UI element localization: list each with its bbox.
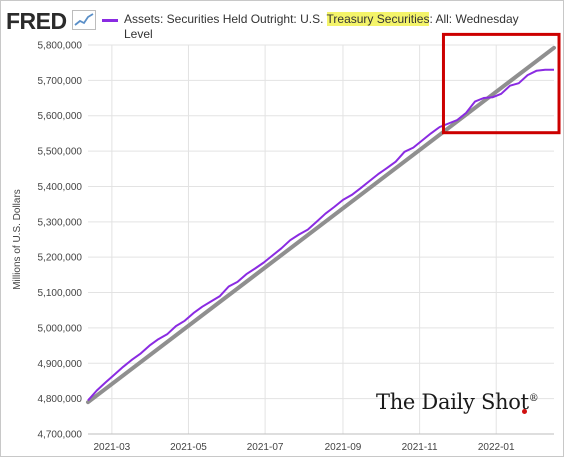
y-tick-label: 5,700,000 xyxy=(38,76,83,87)
x-tick-label: 2021-07 xyxy=(247,442,284,453)
y-tick-label: 5,200,000 xyxy=(38,253,83,264)
x-tick-label: 2021-11 xyxy=(402,442,438,453)
watermark-dot xyxy=(522,409,527,414)
x-tick-labels: 2021-03 2021-05 2021-07 2021-09 2021-11 2022-… xyxy=(94,442,515,453)
watermark: The Daily Shot® xyxy=(376,390,539,414)
fred-logo[interactable]: FRED xyxy=(6,8,67,34)
watermark-text: The Daily Shot xyxy=(376,390,529,414)
x-tick-label: 2021-05 xyxy=(170,442,207,453)
y-tick-label: 4,900,000 xyxy=(38,359,83,370)
y-tick-label: 4,700,000 xyxy=(38,430,83,441)
fred-spark-icon xyxy=(72,10,96,30)
legend-highlight: Treasury Securities xyxy=(326,12,430,26)
series-line xyxy=(87,68,554,402)
y-tick-label: 5,600,000 xyxy=(38,111,83,122)
grid-lines xyxy=(88,44,554,435)
y-tick-label: 5,100,000 xyxy=(38,288,83,299)
y-tick-label: 5,000,000 xyxy=(38,323,83,334)
y-tick-label: 5,400,000 xyxy=(38,182,83,193)
x-tick-label: 2021-09 xyxy=(325,442,362,453)
y-tick-label: 5,300,000 xyxy=(38,217,83,228)
trend-line xyxy=(86,45,556,405)
y-tick-labels: 4,700,000 4,800,000 4,900,000 5,000,000 5,10… xyxy=(38,41,83,441)
watermark-mark: ® xyxy=(528,393,539,404)
x-tick-label: 2022-01 xyxy=(478,442,515,453)
legend-prefix: Assets: Securities Held Outright: U.S. xyxy=(124,12,327,26)
chart-header: FRED Assets: Securities Held Outright: U… xyxy=(6,6,556,42)
y-tick-label: 5,500,000 xyxy=(38,147,83,158)
legend-entry: Assets: Securities Held Outright: U.S. T… xyxy=(124,12,544,42)
y-axis-title: Millions of U.S. Dollars xyxy=(12,189,23,290)
y-tick-label: 4,800,000 xyxy=(38,394,83,405)
legend-suffix: : All: Wednesday Level xyxy=(124,12,519,41)
legend-swatch xyxy=(102,19,118,22)
highlight-box xyxy=(441,32,561,135)
x-tick-label: 2021-03 xyxy=(94,442,131,453)
y-tick-label: 5,800,000 xyxy=(38,41,83,52)
